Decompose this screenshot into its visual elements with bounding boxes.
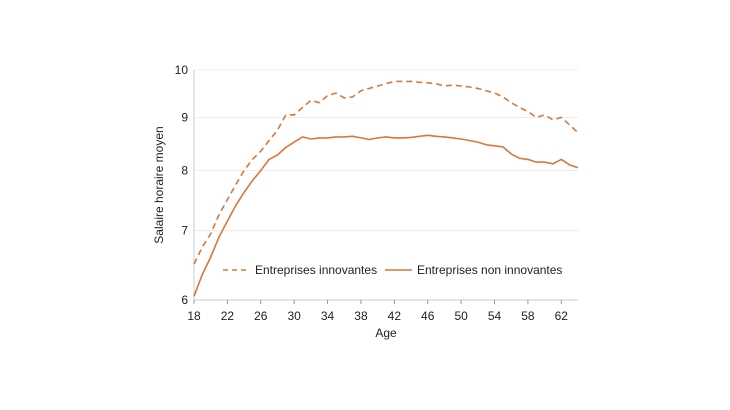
x-tick-label: 26 [254,309,268,323]
x-axis-ticks: 18 22 26 30 34 38 42 46 50 54 58 62 [187,300,568,323]
legend-label-innovantes: Entreprises innovantes [255,263,377,277]
y-tick-label: 10 [175,63,189,77]
y-tick-label: 9 [181,110,188,124]
x-tick-label: 30 [287,309,301,323]
series-line-non-innovantes [193,134,579,297]
x-tick-label: 18 [187,309,201,323]
x-tick-label: 62 [555,309,569,323]
y-tick-label: 7 [181,224,188,238]
x-tick-label: 38 [354,309,368,323]
y-axis-ticks: 6 7 8 9 10 [175,63,189,307]
x-tick-label: 58 [521,309,535,323]
y-tick-label: 6 [181,293,188,307]
x-axis-title: Age [375,326,397,340]
axes [193,70,578,301]
y-tick-label: 8 [181,163,188,177]
legend: Entreprises innovantes Entreprises non i… [223,263,562,277]
x-tick-label: 22 [221,309,235,323]
x-tick-label: 46 [421,309,435,323]
x-tick-label: 42 [388,309,402,323]
legend-label-non-innovantes: Entreprises non innovantes [417,263,562,277]
series-lines [193,80,579,297]
y-axis-title: Salaire horaire moyen [152,126,166,243]
series-line-innovantes [193,80,579,265]
x-tick-label: 50 [454,309,468,323]
x-tick-label: 34 [321,309,335,323]
x-tick-label: 54 [488,309,502,323]
